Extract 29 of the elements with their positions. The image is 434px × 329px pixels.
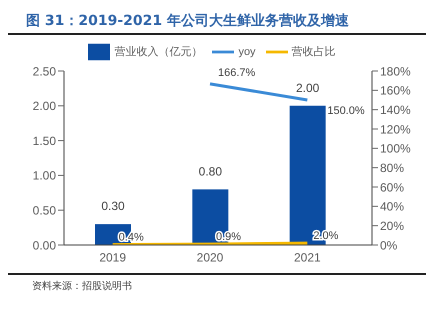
y2-tick-label: 40% [380, 200, 404, 214]
legend-label: 营收占比 [292, 46, 336, 58]
y2-tick-label: 120% [380, 122, 412, 136]
y2-tick-label: 180% [380, 64, 412, 78]
y-tick-label: 2.00 [32, 99, 56, 114]
y-tick-label: 0.00 [32, 238, 56, 252]
x-tick-label: 2020 [196, 250, 224, 265]
y2-tick-label: 80% [380, 160, 404, 175]
chart-title: 图 31：2019-2021 年公司大生鲜业务营收及增速 [8, 8, 426, 35]
legend-label: yoy [238, 46, 256, 58]
legend-label: 营业收入（亿元） [114, 46, 202, 58]
y2-tick-label: 160% [380, 84, 412, 98]
y2-tick-label: 100% [380, 142, 412, 156]
x-tick-label: 2019 [99, 250, 126, 265]
x-tick-label: 2021 [294, 250, 322, 265]
y2-tick-label: 20% [380, 218, 404, 233]
data-label: 2.00 [296, 80, 320, 95]
y-tick-label: 1.50 [32, 134, 56, 148]
y-tick-label: 2.50 [32, 64, 56, 78]
data-label: 150.0% [327, 105, 365, 117]
y2-tick-label: 60% [380, 180, 404, 194]
data-label: 0.80 [198, 164, 222, 178]
y2-tick-label: 140% [380, 102, 412, 117]
y-tick-label: 1.00 [32, 168, 56, 183]
text: 资料来源：招股说明书 [32, 280, 133, 293]
data-label: 166.7% [218, 66, 256, 79]
y-tick-label: 0.50 [32, 203, 56, 218]
y2-tick-label: 0% [380, 238, 398, 252]
data-label: 0.30 [101, 199, 125, 214]
